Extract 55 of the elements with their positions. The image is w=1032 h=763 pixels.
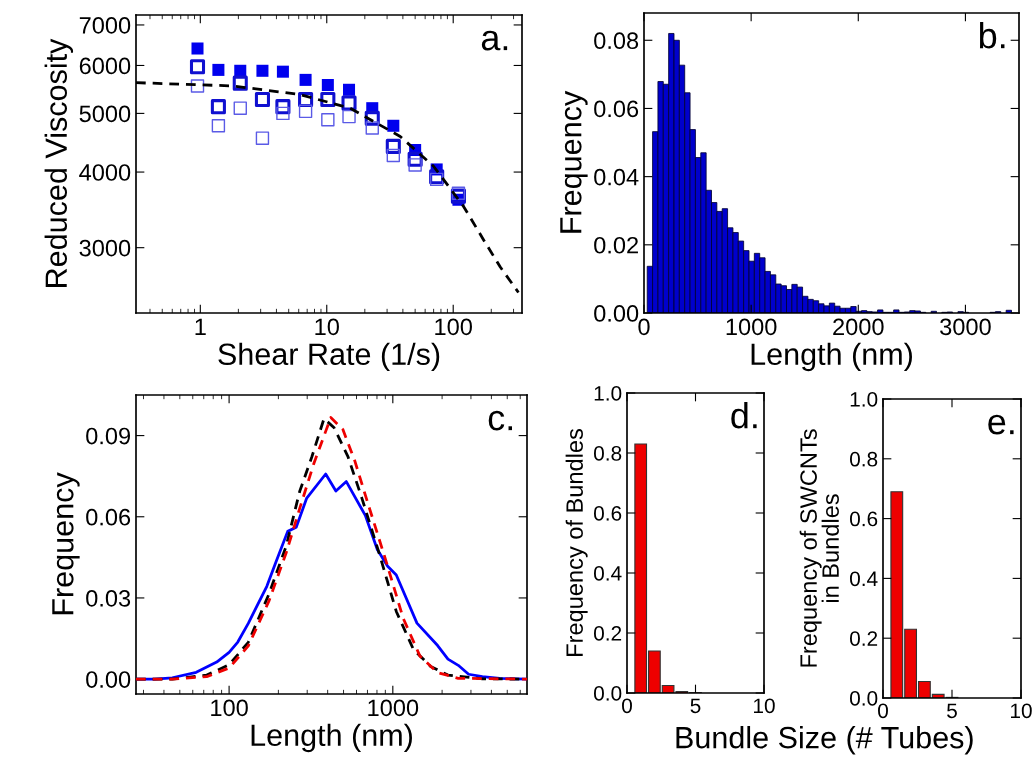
y-tick-label: 0.4 [593,566,622,581]
x-tick-label: 100 [211,699,248,717]
y-tick-label: 0.6 [593,506,622,521]
y-tick-label: 7000 [79,17,131,34]
x-tick-label: 1 [195,318,206,335]
y-tick-label: 0.2 [593,626,622,641]
x-tick-label: 0 [878,703,888,719]
x-axis-title: Shear Rate (1/s) [218,342,440,372]
y-tick-label: 0.06 [594,100,639,118]
y-axis-title: Frequency [52,472,80,615]
x-tick-label: 2000 [833,318,884,336]
x-tick-label: 0 [622,698,632,714]
y-tick-label: 6000 [79,57,131,75]
y-tick-label: 0.08 [594,32,639,50]
y-tick-label: 0.06 [86,508,131,526]
annotation: c. [488,410,512,431]
y-tick-label: 4000 [79,164,131,181]
y-tick-label: 0.03 [86,590,131,607]
annotation: d. [731,402,757,429]
x-tick-label: 5 [947,703,957,719]
x-tick-label: 10 [1011,703,1032,719]
annotation: b. [979,22,1005,49]
y-tick-label: 0.04 [594,168,639,186]
x-tick-label: 10 [754,698,775,714]
y-tick-label: 1.0 [850,392,878,407]
y-tick-label: 0.0 [849,691,878,706]
x-tick-label: 3000 [940,318,991,336]
x-axis-title: Bundle Size (# Tubes) [676,726,973,755]
y-tick-label: 0.02 [594,236,638,254]
x-tick-label: 1000 [726,318,777,336]
y-tick-label: 0.6 [849,511,878,527]
y-tick-label: 0.00 [86,671,131,688]
x-tick-label: 0 [638,318,650,336]
y-tick-label: 0.00 [594,305,639,322]
x-axis-title: Length (nm) [251,723,412,753]
x-axis-title: Length (nm) [751,342,912,372]
y-tick-label: 0.8 [849,451,878,467]
y-axis-title: Reduced Viscosity [44,38,74,287]
y-axis-title: Frequency of SWCNTs in Bundles [799,429,839,667]
y-tick-label: 0.4 [849,571,878,587]
y-tick-label: 0.0 [593,686,622,701]
y-axis-title: Frequency of Bundles [565,429,588,656]
y-tick-label: 3000 [79,239,131,257]
annotation: a. [481,30,508,51]
x-tick-label: 10 [315,318,339,336]
y-tick-label: 0.09 [86,427,131,445]
x-tick-label: 5 [690,698,701,714]
x-tick-label: 100 [435,318,472,336]
y-tick-label: 0.8 [593,446,622,461]
annotation: e. [988,414,1014,435]
x-tick-label: 1000 [368,699,419,717]
y-axis-title: Frequency [560,90,588,233]
y-tick-label: 0.2 [849,631,878,646]
y-tick-label: 1.0 [594,386,622,401]
y-tick-label: 5000 [79,105,131,123]
